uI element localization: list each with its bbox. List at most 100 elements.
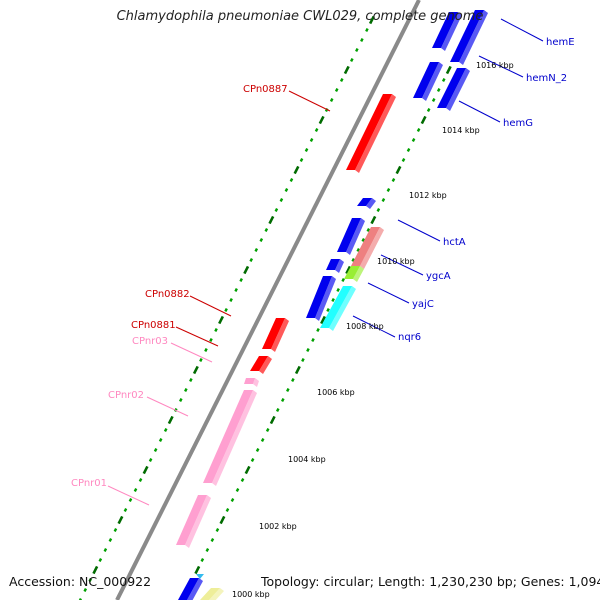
left-tick (368, 15, 375, 25)
left-tick (108, 538, 113, 542)
gene-features (176, 10, 488, 600)
gene-bottom-khaki-side (209, 588, 224, 600)
right-tick (269, 415, 276, 425)
scale-label: 1012 kbp (409, 191, 447, 200)
right-tick (240, 478, 245, 482)
leader-hemn2 (478, 55, 524, 78)
gene-nqr6-side (329, 286, 356, 331)
left-tick (254, 248, 259, 252)
left-tick (88, 578, 93, 582)
gene-cpn0881-side (259, 356, 272, 374)
scale-label: 1014 kbp (442, 126, 480, 135)
gene-bottom-blue-side (187, 578, 203, 600)
right-tick (294, 365, 301, 375)
right-tick (351, 258, 356, 262)
gene-heme (432, 12, 458, 48)
left-tick (293, 165, 300, 175)
left-tick (167, 415, 174, 425)
gene-bottom-blue (178, 578, 199, 600)
left-tick (229, 298, 233, 302)
right-tick (411, 138, 416, 142)
gene-bottom-cyan-tip (196, 574, 204, 579)
right-tick (445, 65, 452, 75)
gene-hcta-side (346, 218, 365, 255)
rna-cpnr01 (176, 495, 207, 545)
left-tick (133, 488, 138, 492)
left-tick (78, 598, 82, 600)
right-tick (441, 78, 446, 82)
gene-hemg-side (446, 68, 470, 111)
right-tick (275, 408, 280, 412)
left-tick (218, 315, 225, 325)
right-tick (431, 98, 436, 102)
leader-cpnr01 (107, 485, 150, 506)
gene-cpn0881 (250, 356, 268, 371)
left-tick (329, 98, 334, 102)
leader-cpn0881 (175, 326, 219, 347)
left-tick (343, 65, 350, 75)
left-tick (192, 365, 199, 375)
right-tick (401, 158, 406, 162)
right-tick (345, 265, 352, 275)
left-tick (360, 38, 364, 42)
left-tick (339, 78, 344, 82)
accession-text: Accession: NC_000922 (9, 574, 152, 589)
leader-heme (500, 18, 544, 42)
right-tick (205, 548, 210, 552)
rna-cpnr03 (244, 378, 255, 384)
right-tick (301, 358, 305, 362)
gene-cpn0887 (346, 94, 392, 170)
left-tick (314, 128, 319, 132)
right-tick (381, 198, 386, 202)
left-tick (274, 208, 279, 212)
left-tick (199, 358, 203, 362)
left-tick (334, 88, 339, 92)
leader-cpn0887 (288, 90, 331, 112)
right-tick (235, 488, 240, 492)
label-ygca: ygcA (426, 271, 451, 282)
right-tick (391, 178, 396, 182)
left-tick (98, 558, 103, 562)
scale-label: 1006 kbp (317, 388, 355, 397)
label-heme: hemE (546, 37, 575, 48)
right-tick (260, 438, 265, 442)
left-tick (249, 258, 254, 262)
left-tick (289, 178, 294, 182)
left-tick (83, 588, 88, 592)
leader-cpnr02 (146, 396, 189, 417)
gene-small-blue-b (326, 259, 340, 270)
label-cpn0881: CPn0881 (131, 320, 176, 331)
gene-salmon-side (360, 227, 384, 269)
left-tick (153, 448, 158, 452)
right-tick (436, 88, 441, 92)
leader-cpn0882 (189, 295, 232, 317)
gene-ygca (344, 266, 360, 279)
right-tick (341, 278, 345, 282)
right-tick (210, 538, 215, 542)
left-tick (148, 458, 153, 462)
right-tick (406, 148, 411, 152)
length-text: Length: 1,230,230 bp (377, 574, 513, 589)
scale-label: 1004 kbp (288, 455, 326, 464)
leader-hcta (397, 219, 441, 242)
gene-hcta (337, 218, 361, 252)
right-tick-marks (180, 15, 477, 600)
left-tick (123, 508, 128, 512)
right-tick (356, 248, 361, 252)
right-tick (311, 338, 315, 342)
gene-heme-b-side (459, 10, 488, 65)
gene-cpn0882 (262, 318, 285, 349)
left-tick (204, 348, 208, 352)
gene-heme-side (441, 12, 462, 51)
genes-text: Genes: 1,094 (520, 574, 600, 589)
left-tick (184, 388, 188, 392)
right-tick (255, 448, 260, 452)
left-tick (318, 115, 325, 125)
topology-text: Topology: circular (261, 574, 370, 589)
gene-hemn2 (413, 62, 439, 98)
right-tick (361, 238, 366, 242)
gene-cpn0882-side (271, 318, 289, 352)
gene-heme-b (450, 10, 484, 62)
gene-small-blue (357, 198, 372, 206)
right-tick (219, 515, 226, 525)
